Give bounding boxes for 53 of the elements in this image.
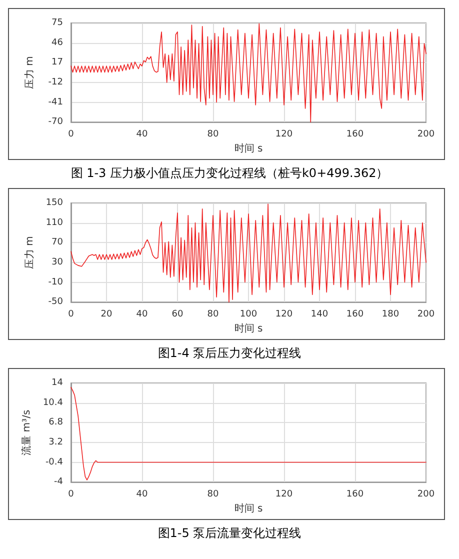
x-tick-label: 40	[136, 310, 148, 320]
x-tick-label: 160	[346, 130, 364, 140]
x-tick-label: 80	[207, 130, 219, 140]
x-tick-label: 60	[172, 310, 184, 320]
x-tick-label: 200	[417, 490, 435, 500]
y-tick-label: 14	[52, 378, 64, 388]
y-tick-label: -4	[54, 477, 64, 488]
y-tick-label: 30	[52, 257, 64, 268]
y-axis-title: 压力 m	[24, 56, 36, 90]
x-tick-label: 80	[207, 490, 219, 500]
y-tick-label: -12	[48, 77, 63, 88]
caption: 图 1-3 压力极小值点压力变化过程线（桩号k0+499.362）	[70, 165, 390, 182]
x-tick-label: 160	[346, 310, 364, 320]
x-tick-label: 160	[346, 490, 364, 500]
x-tick-label: 20	[100, 310, 112, 320]
x-tick-label: 0	[68, 490, 74, 500]
y-tick-label: 6.8	[48, 418, 64, 428]
y-tick-label: -41	[48, 97, 63, 108]
y-tick-label: 10.4	[42, 398, 64, 408]
x-axis-title: 时间 s	[234, 322, 263, 334]
x-tick-label: 120	[275, 130, 293, 140]
y-tick-label: -0.4	[45, 457, 64, 468]
x-tick-label: 40	[136, 490, 148, 500]
x-tick-label: 200	[417, 130, 435, 140]
x-tick-label: 120	[275, 490, 293, 500]
y-tick-label: -10	[48, 277, 64, 288]
x-tick-label: 100	[240, 310, 258, 320]
line-series	[70, 23, 426, 122]
y-tick-label: 46	[52, 38, 64, 48]
line-series	[70, 387, 426, 480]
y-tick-label: -70	[48, 117, 64, 128]
x-axis-title: 时间 s	[234, 142, 263, 154]
x-tick-label: 200	[417, 310, 435, 320]
caption: 图1-4 泵后压力变化过程线	[156, 345, 302, 362]
y-tick-label: 70	[52, 238, 64, 248]
caption: 图1-5 泵后流量变化过程线	[156, 525, 302, 542]
y-tick-label: 17	[52, 58, 63, 68]
y-tick-label: 75	[52, 18, 63, 28]
x-tick-label: 80	[207, 310, 219, 320]
line-series	[70, 204, 426, 302]
y-tick-label: 150	[46, 198, 64, 208]
y-tick-label: 3.2	[48, 437, 63, 448]
x-tick-label: 40	[136, 130, 148, 140]
x-tick-label: 0	[68, 130, 74, 140]
x-tick-label: 180	[382, 310, 400, 320]
y-axis-title: 压力 m	[23, 236, 36, 270]
x-tick-label: 120	[275, 310, 293, 320]
x-tick-label: 140	[310, 310, 328, 320]
y-tick-label: -50	[48, 297, 64, 308]
y-axis-title: 流量 m³/s	[20, 410, 33, 456]
y-tick-label: 110	[46, 218, 64, 228]
x-tick-label: 0	[68, 310, 74, 320]
x-axis-title: 时间 s	[234, 502, 263, 514]
